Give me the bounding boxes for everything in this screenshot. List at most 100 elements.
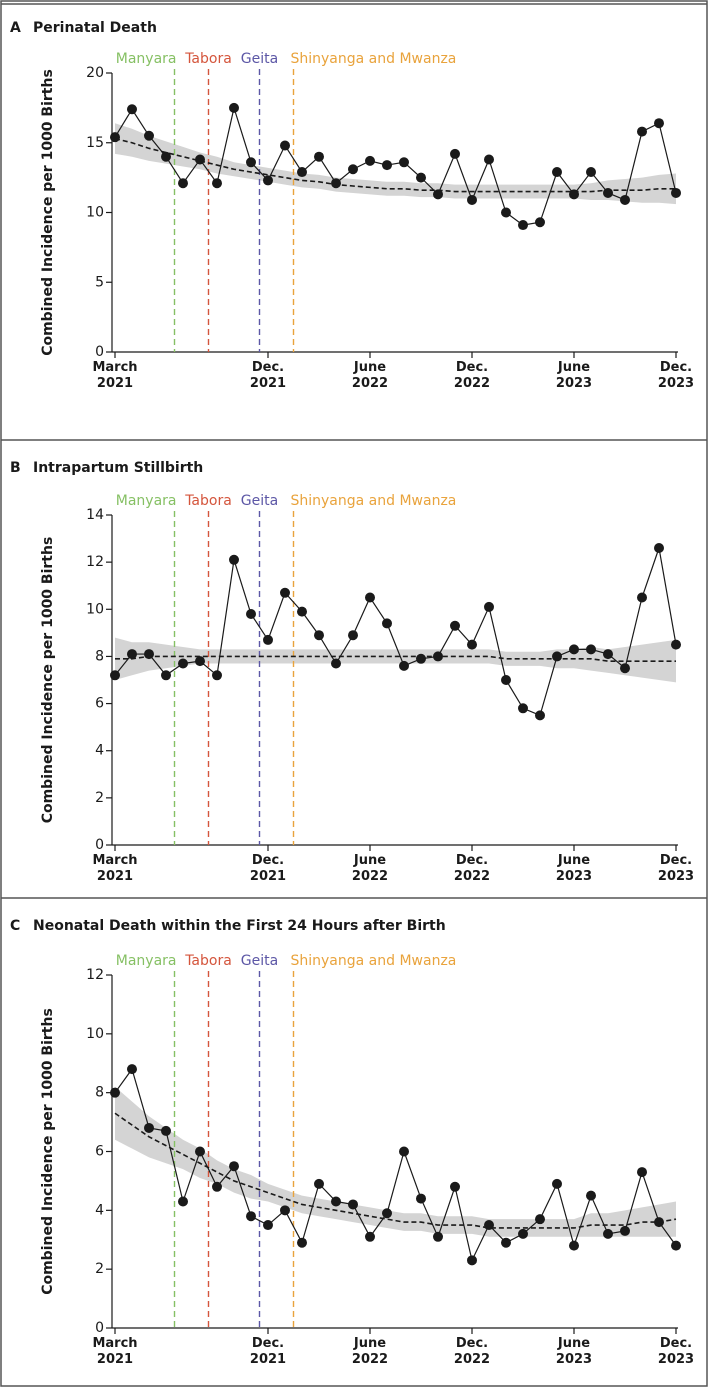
x-tick-label-box: June 2023 — [556, 853, 592, 884]
y-axis-title: Combined Incidence per 1000 Births — [40, 1008, 56, 1295]
data-point — [365, 592, 375, 603]
region-label: Geita — [241, 953, 278, 969]
y-tick-label: 8 — [95, 1085, 104, 1101]
panel-letter: A — [10, 20, 21, 36]
y-tick-label: 4 — [95, 743, 104, 759]
data-point — [365, 1231, 375, 1242]
data-point — [654, 118, 664, 129]
data-point — [637, 126, 647, 137]
x-tick-label: Dec. 2021 — [249, 1336, 287, 1367]
x-tick-label-box: Dec. 2022 — [454, 853, 490, 884]
data-point — [161, 1125, 171, 1136]
region-label: Tabora — [184, 493, 232, 509]
region-label: Geita — [241, 51, 278, 67]
data-point — [535, 710, 545, 721]
data-point — [280, 587, 290, 598]
x-tick-label-box: Dec. 2023 — [658, 1336, 694, 1367]
data-point — [654, 543, 664, 553]
region-label: Shinyanga and Mwanza — [291, 493, 457, 509]
data-point — [671, 187, 681, 198]
x-tick-label: June 2022 — [351, 1336, 389, 1367]
x-tick-label: June 2022 — [351, 360, 389, 391]
y-tick-label: 14 — [86, 507, 104, 523]
x-tick-label-box: March 2021 — [92, 1336, 137, 1367]
y-tick-label: 6 — [95, 696, 104, 712]
trend-line — [114, 137, 676, 193]
x-tick-label-box: Dec. 2023 — [657, 360, 695, 391]
x-tick-label-box: Dec. 2022 — [454, 1336, 490, 1367]
data-point — [501, 1237, 511, 1248]
region-label: Geita — [241, 493, 278, 509]
data-point — [484, 601, 494, 612]
y-tick-label: 4 — [95, 1202, 104, 1218]
data-point — [399, 660, 409, 671]
data-point — [620, 1225, 630, 1236]
x-tick-label-box: Dec. 2022 — [453, 360, 491, 391]
data-point — [195, 154, 205, 165]
y-tick-label: 2 — [95, 790, 104, 806]
data-point — [399, 157, 409, 168]
data-point — [603, 187, 613, 198]
data-point — [127, 649, 137, 660]
x-tick-label: Dec. 2022 — [453, 360, 491, 391]
y-tick-label: 15 — [86, 135, 104, 151]
panel-title: Neonatal Death within the First 24 Hours… — [33, 918, 446, 934]
x-tick-label-box: June 2022 — [351, 360, 389, 391]
data-point — [569, 189, 579, 200]
data-point — [110, 132, 120, 143]
y-tick-label: 20 — [86, 65, 104, 81]
data-point — [161, 151, 171, 162]
panel-title: Perinatal Death — [33, 20, 157, 36]
region-label: Shinyanga and Mwanza — [291, 51, 457, 67]
region-label: Tabora — [184, 953, 232, 969]
data-line — [114, 547, 677, 717]
data-point — [110, 670, 120, 681]
y-tick-label: 10 — [86, 1026, 104, 1042]
data-point — [246, 157, 256, 168]
data-point — [586, 644, 596, 655]
x-tick-label-box: March 2021 — [92, 853, 137, 884]
data-point — [467, 639, 477, 650]
data-point — [110, 1087, 120, 1098]
y-tick-label: 12 — [86, 967, 104, 983]
y-tick-label: 2 — [95, 1261, 104, 1277]
y-tick-label: 8 — [95, 648, 104, 664]
data-point — [297, 167, 307, 178]
data-point — [195, 656, 205, 667]
data-point — [433, 1231, 443, 1242]
region-label: Manyara — [116, 51, 177, 67]
data-point — [144, 1122, 154, 1133]
x-tick-label-box: Dec. 2021 — [250, 853, 286, 884]
region-label: Manyara — [116, 953, 177, 969]
data-point — [382, 618, 392, 629]
y-tick-label: 10 — [86, 601, 104, 617]
data-point — [348, 164, 358, 175]
x-tick-label: Dec. 2021 — [249, 360, 287, 391]
y-tick-label: 0 — [95, 837, 104, 853]
x-tick-label: Dec. 2023 — [657, 360, 695, 391]
data-point — [314, 630, 324, 641]
x-tick-label-box: June 2022 — [352, 853, 388, 884]
x-tick-label-box: June 2023 — [556, 360, 592, 391]
x-tick-label-box: Dec. 2021 — [249, 360, 287, 391]
data-point — [671, 639, 681, 650]
data-point — [484, 154, 494, 165]
region-label: Tabora — [184, 51, 232, 67]
data-point — [314, 1178, 324, 1189]
x-tick-label-box: March 2021 — [92, 360, 137, 391]
region-label: Shinyanga and Mwanza — [291, 953, 457, 969]
data-point — [229, 102, 239, 113]
data-point — [603, 649, 613, 660]
y-axis-title: Combined Incidence per 1000 Births — [40, 69, 56, 356]
data-point — [297, 1237, 307, 1248]
data-point — [450, 620, 460, 631]
confidence-band — [115, 123, 676, 205]
data-point — [297, 606, 307, 617]
data-point — [246, 1211, 256, 1222]
data-point — [637, 1167, 647, 1178]
data-point — [433, 651, 443, 662]
data-point — [518, 220, 528, 231]
x-tick-label-box: June 2023 — [556, 1336, 592, 1367]
data-point — [263, 1220, 273, 1231]
